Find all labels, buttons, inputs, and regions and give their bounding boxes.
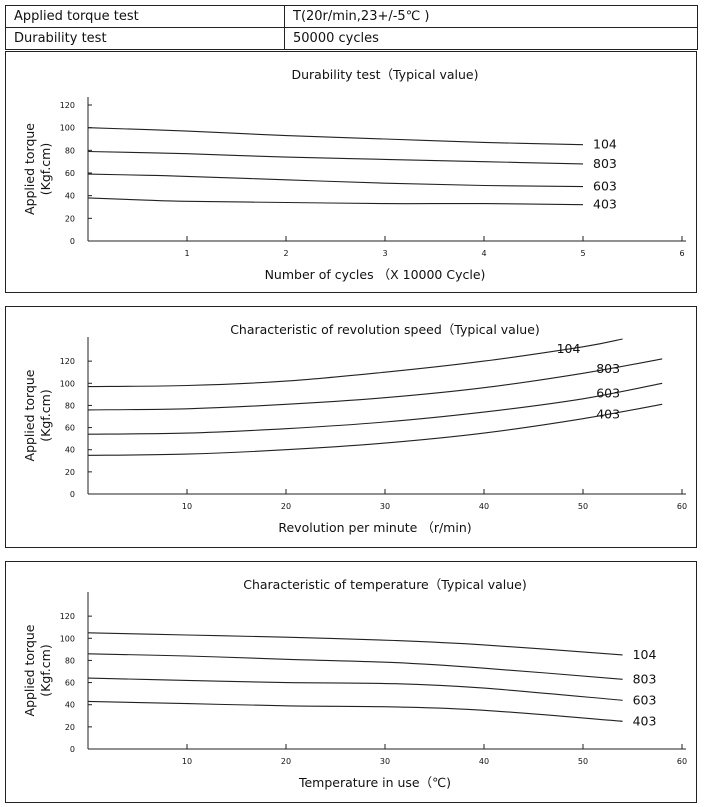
y-tick-label: 40 bbox=[65, 701, 75, 710]
revolution-speed-chart: Characteristic of revolution speed（Typic… bbox=[22, 322, 687, 535]
x-tick-label: 50 bbox=[578, 757, 588, 766]
series-label: 403 bbox=[596, 406, 620, 421]
x-tick-label: 30 bbox=[380, 757, 390, 766]
x-tick-label: 10 bbox=[182, 757, 192, 766]
y-tick-label: 100 bbox=[60, 124, 75, 133]
series-label: 603 bbox=[593, 179, 617, 194]
spec-value: T(20r/min,23+/-5℃ ) bbox=[284, 5, 698, 28]
x-axis-label: Temperature in use（℃) bbox=[298, 775, 451, 790]
durability-chart: Durability test（Typical value) 0 20 40 60 80 1… bbox=[22, 67, 686, 282]
y-tick-label: 120 bbox=[60, 612, 75, 621]
y-tick-label: 20 bbox=[65, 214, 75, 223]
y-tick-label: 100 bbox=[60, 379, 75, 388]
y-tick-label: 0 bbox=[70, 490, 75, 499]
series-label: 403 bbox=[633, 713, 657, 728]
series-line-603 bbox=[87, 382, 663, 435]
series-label: 603 bbox=[633, 692, 657, 707]
y-tick-label: 120 bbox=[60, 357, 75, 366]
x-tick-label: 60 bbox=[677, 502, 687, 511]
spec-label: Durability test bbox=[5, 27, 285, 50]
x-tick-label: 40 bbox=[479, 502, 489, 511]
y-tick-label: 0 bbox=[70, 745, 75, 754]
chart-title: Characteristic of revolution speed（Typic… bbox=[230, 322, 540, 337]
y-tick-label: 100 bbox=[60, 634, 75, 643]
series-label: 104 bbox=[593, 137, 617, 152]
series-line-104 bbox=[87, 338, 623, 388]
y-tick-label: 80 bbox=[65, 401, 75, 410]
y-axis-unit: (Kgf.cm) bbox=[38, 644, 53, 696]
y-tick-label: 80 bbox=[65, 146, 75, 155]
x-tick-label: 40 bbox=[479, 757, 489, 766]
series-line-104 bbox=[87, 127, 584, 146]
y-tick-label: 60 bbox=[65, 424, 75, 433]
series-label: 803 bbox=[633, 671, 657, 686]
x-tick-label: 1 bbox=[184, 249, 189, 258]
y-tick-label: 40 bbox=[65, 446, 75, 455]
series-label: 104 bbox=[633, 647, 657, 662]
x-tick-label: 10 bbox=[182, 502, 192, 511]
x-tick-label: 4 bbox=[481, 249, 486, 258]
series-label: 104 bbox=[557, 341, 581, 356]
series-line-403 bbox=[87, 403, 663, 456]
spec-label: Applied torque test bbox=[5, 5, 285, 28]
y-tick-label: 60 bbox=[65, 679, 75, 688]
y-tick-label: 20 bbox=[65, 723, 75, 732]
series-line-803 bbox=[87, 653, 623, 680]
revolution-speed-chart-panel: Characteristic of revolution speed（Typic… bbox=[5, 306, 697, 548]
durability-chart-panel: Durability test（Typical value) 0 20 40 60 80 1… bbox=[5, 51, 697, 293]
chart-title: Durability test（Typical value) bbox=[292, 67, 479, 82]
temperature-chart: Characteristic of temperature（Typical va… bbox=[22, 577, 687, 790]
chart-title: Characteristic of temperature（Typical va… bbox=[243, 577, 527, 592]
series-label: 603 bbox=[596, 385, 620, 400]
x-tick-label: 5 bbox=[580, 249, 585, 258]
x-tick-label: 6 bbox=[679, 249, 684, 258]
series-label: 803 bbox=[593, 156, 617, 171]
temperature-chart-panel: Characteristic of temperature（Typical va… bbox=[5, 561, 697, 803]
x-tick-label: 3 bbox=[382, 249, 387, 258]
x-tick-label: 50 bbox=[578, 502, 588, 511]
series-line-803 bbox=[87, 358, 663, 411]
y-axis-label: Applied torque bbox=[22, 369, 37, 461]
series-line-104 bbox=[87, 632, 623, 656]
y-tick-label: 80 bbox=[65, 656, 75, 665]
x-axis-label: Revolution per minute （r/min) bbox=[278, 520, 471, 535]
y-axis-label: Applied torque bbox=[22, 123, 37, 215]
spec-value: 50000 cycles bbox=[284, 27, 698, 50]
y-tick-label: 0 bbox=[70, 237, 75, 246]
series-line-603 bbox=[87, 677, 623, 701]
x-tick-label: 20 bbox=[281, 502, 291, 511]
y-tick-label: 20 bbox=[65, 468, 75, 477]
series-line-603 bbox=[87, 173, 584, 188]
y-axis-label: Applied torque bbox=[22, 624, 37, 716]
spec-row: Applied torque test T(20r/min,23+/-5℃ ) bbox=[5, 5, 698, 28]
y-axis-unit: (Kgf.cm) bbox=[38, 143, 53, 195]
spec-table: Applied torque test T(20r/min,23+/-5℃ ) … bbox=[5, 5, 698, 50]
y-tick-label: 120 bbox=[60, 101, 75, 110]
x-tick-label: 60 bbox=[677, 757, 687, 766]
spec-row: Durability test 50000 cycles bbox=[5, 27, 698, 50]
x-tick-label: 2 bbox=[283, 249, 288, 258]
x-tick-label: 30 bbox=[380, 502, 390, 511]
series-label: 403 bbox=[593, 197, 617, 212]
x-axis-label: Number of cycles （X 10000 Cycle) bbox=[265, 267, 486, 282]
series-line-803 bbox=[87, 150, 584, 165]
series-label: 803 bbox=[596, 361, 620, 376]
y-axis-unit: (Kgf.cm) bbox=[38, 389, 53, 441]
x-tick-label: 20 bbox=[281, 757, 291, 766]
series-line-403 bbox=[87, 700, 623, 722]
y-tick-label: 60 bbox=[65, 169, 75, 178]
y-tick-label: 40 bbox=[65, 192, 75, 201]
series-line-403 bbox=[87, 197, 584, 206]
